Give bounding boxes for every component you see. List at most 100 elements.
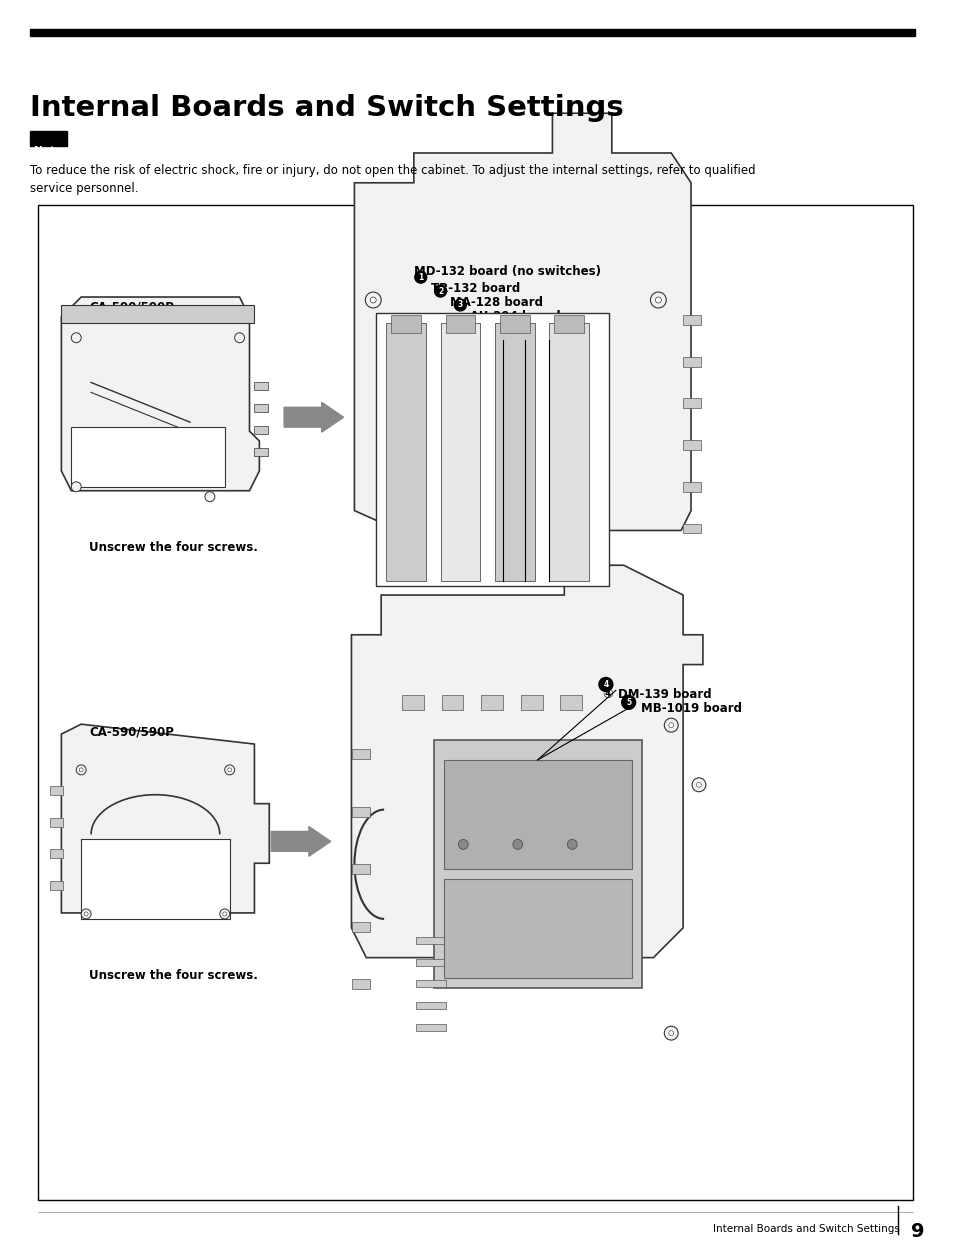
Circle shape [513,840,522,850]
Bar [549,323,588,581]
Circle shape [219,909,230,919]
Bar [254,382,268,391]
Bar [416,959,445,965]
Circle shape [228,768,232,771]
Bar [91,912,210,918]
Bar [443,880,631,979]
FancyArrow shape [284,402,343,432]
Bar [495,323,534,581]
Bar [254,448,268,457]
Circle shape [567,840,577,850]
Text: 3: 3 [457,301,462,310]
Circle shape [454,299,466,311]
Text: ④: ④ [601,688,612,702]
Bar [30,29,914,36]
Bar [441,695,463,710]
Circle shape [650,292,665,309]
Circle shape [81,909,91,919]
Text: Unscrew the four screws.: Unscrew the four screws. [89,969,257,982]
Text: To reduce the risk of electric shock, fire or injury, do not open the cabinet. T: To reduce the risk of electric shock, fi… [30,164,755,195]
Circle shape [415,271,426,284]
Bar [254,404,268,412]
Bar [254,427,268,434]
Circle shape [668,723,673,728]
Text: AU-294 board: AU-294 board [470,310,560,323]
Circle shape [365,292,381,309]
FancyArrow shape [271,826,331,856]
Bar [50,881,63,889]
Bar [682,524,700,534]
Polygon shape [351,565,702,958]
Circle shape [621,695,635,709]
Text: 5: 5 [625,698,631,707]
Bar [352,749,370,759]
Bar [440,323,479,581]
Polygon shape [61,297,259,490]
Bar [91,898,210,904]
Bar [61,305,254,323]
Bar [416,1024,445,1031]
Bar [499,315,529,333]
Polygon shape [355,113,690,530]
Bar [480,695,502,710]
Polygon shape [61,724,269,913]
Text: Note: Note [34,146,63,156]
Bar [434,740,640,989]
Circle shape [76,765,86,775]
Bar [50,817,63,826]
Text: DM-139 board: DM-139 board [618,688,711,702]
Circle shape [71,481,81,491]
Text: Internal Boards and Switch Settings: Internal Boards and Switch Settings [30,95,623,122]
Circle shape [370,297,375,304]
Bar [71,427,225,486]
Circle shape [234,333,244,342]
Text: CA-590/590P: CA-590/590P [89,725,173,738]
Bar [352,865,370,875]
Circle shape [655,297,660,304]
Bar [37,205,912,1200]
Bar [352,979,370,989]
Bar [375,313,608,586]
Bar [682,440,700,450]
Bar [445,315,475,333]
Bar [30,131,68,146]
Circle shape [668,1030,673,1035]
Bar [682,481,700,491]
Bar [386,323,425,581]
Text: CA-590/590P: CA-590/590P [89,301,173,313]
Bar [91,884,210,889]
Bar [352,922,370,932]
Circle shape [663,718,678,733]
Bar [682,357,700,367]
Circle shape [663,1026,678,1040]
Text: 4: 4 [602,680,608,689]
Bar [682,398,700,408]
Circle shape [79,768,83,771]
Circle shape [225,765,234,775]
Bar [554,315,583,333]
Bar [391,315,420,333]
Bar [559,695,581,710]
Bar [443,760,631,870]
Circle shape [222,912,227,916]
Bar [416,980,445,988]
Text: MD-132 board (no switches): MD-132 board (no switches) [414,265,600,279]
Circle shape [696,782,700,787]
Bar [352,806,370,816]
Text: TR-132 board: TR-132 board [430,282,519,295]
Bar [91,856,210,862]
Bar [416,937,445,944]
Text: Internal Boards and Switch Settings: Internal Boards and Switch Settings [712,1224,899,1234]
Bar [520,695,542,710]
Bar [81,840,230,919]
Text: MB-1019 board: MB-1019 board [639,703,740,715]
Circle shape [435,285,446,297]
Bar [401,695,423,710]
Circle shape [457,840,468,850]
Text: 2: 2 [437,286,443,296]
Bar [91,871,210,876]
Bar [682,315,700,325]
Circle shape [71,333,81,342]
Bar [50,786,63,795]
Bar [50,850,63,858]
